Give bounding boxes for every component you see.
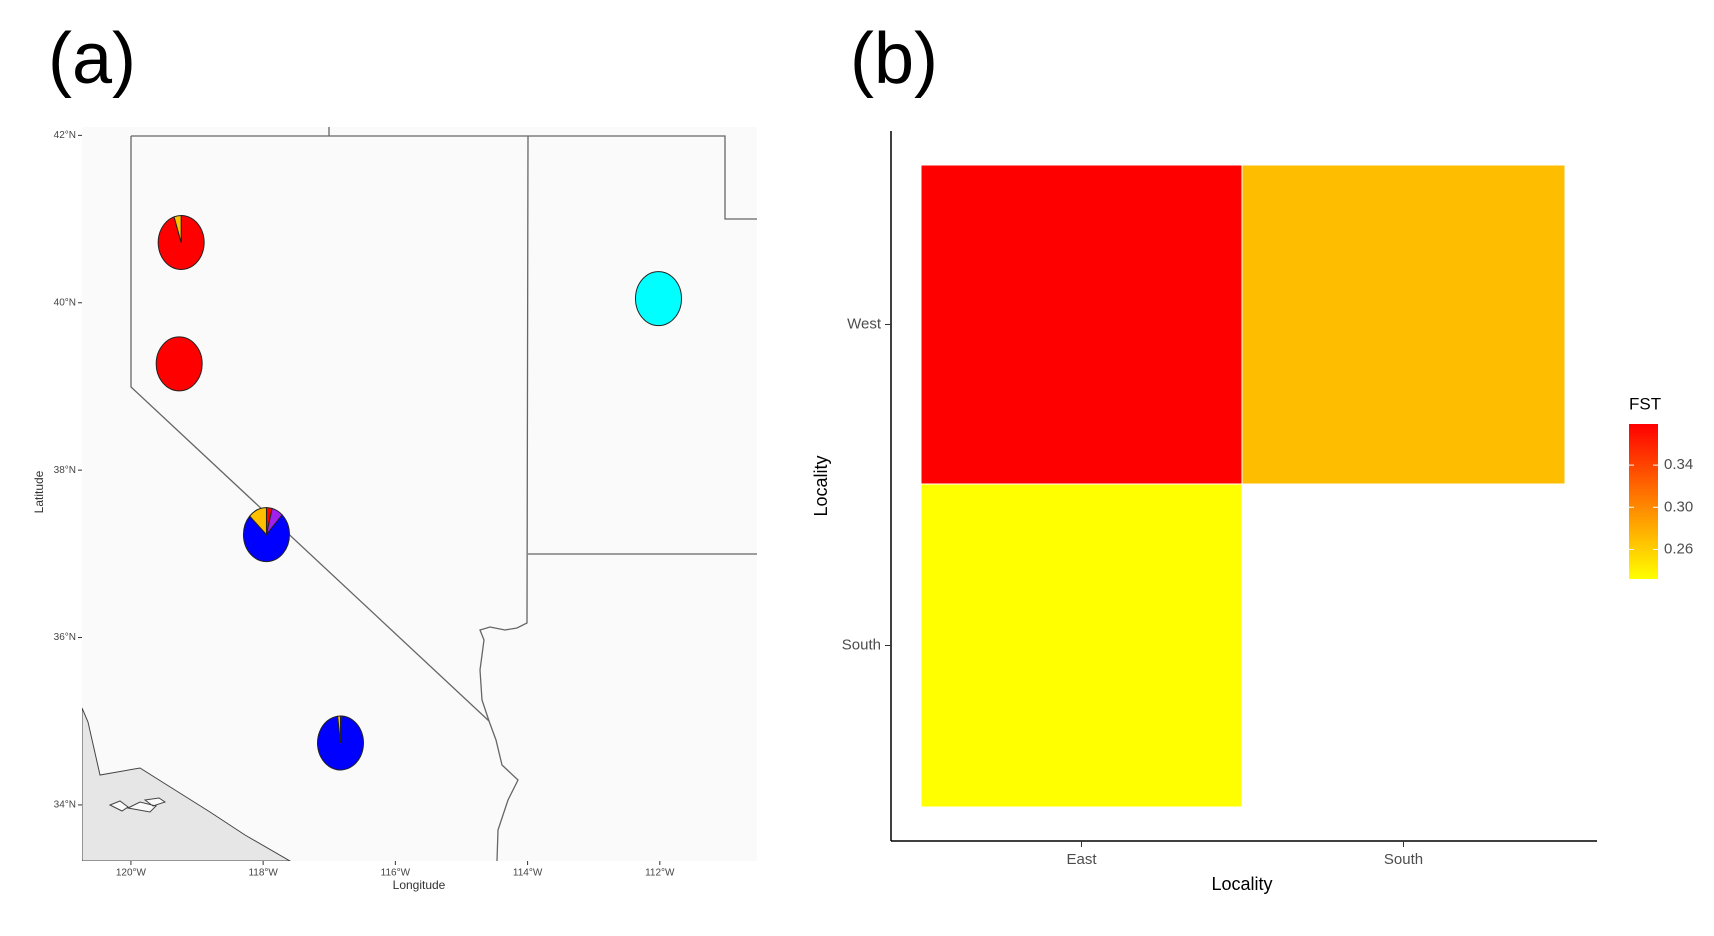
y-axis-label: Locality: [811, 455, 831, 516]
colorbar-tick-label: 0.26: [1664, 540, 1693, 557]
colorbar-tick-label: 0.30: [1664, 498, 1693, 515]
x-tick-label: 118°W: [248, 868, 278, 879]
y-axis-label: Latitude: [32, 470, 46, 513]
pie-wedge: [155, 336, 203, 392]
ocean: [82, 707, 291, 861]
colorbar: [1629, 424, 1658, 579]
panel-label: (b): [850, 19, 938, 99]
x-tick-label: South: [1384, 851, 1423, 868]
pie-wedge: [173, 214, 182, 243]
x-tick-label: 116°W: [381, 868, 411, 879]
heat-cell: [920, 164, 1243, 485]
y-tick-label: 36°N: [54, 632, 76, 643]
pie-wedge: [242, 514, 290, 563]
x-tick-label: 120°W: [116, 868, 147, 879]
x-tick-label: East: [1066, 851, 1097, 868]
pie-wedge: [249, 507, 267, 536]
heat-cell: [920, 483, 1243, 808]
x-axis-label: Locality: [1211, 874, 1272, 894]
y-tick-label: 38°N: [54, 465, 76, 476]
x-tick-label: 114°W: [513, 868, 543, 879]
islands: [108, 797, 167, 813]
border: [130, 136, 519, 861]
y-tick-label: 34°N: [54, 800, 76, 811]
x-axis-label: Longitude: [393, 878, 446, 892]
y-tick-label: South: [842, 636, 881, 653]
x-tick-label: 112°W: [645, 868, 675, 879]
pie-wedge: [634, 271, 682, 327]
legend-title: FST: [1629, 394, 1661, 413]
y-tick-label: West: [847, 315, 882, 332]
border: [131, 127, 757, 555]
pie-wedge: [337, 715, 341, 744]
border: [479, 135, 529, 722]
y-tick-label: 40°N: [54, 297, 76, 308]
colorbar-tick-label: 0.34: [1664, 456, 1693, 473]
heat-cell: [1241, 164, 1566, 485]
panel-label: (a): [48, 19, 136, 99]
y-tick-label: 42°N: [54, 130, 76, 141]
